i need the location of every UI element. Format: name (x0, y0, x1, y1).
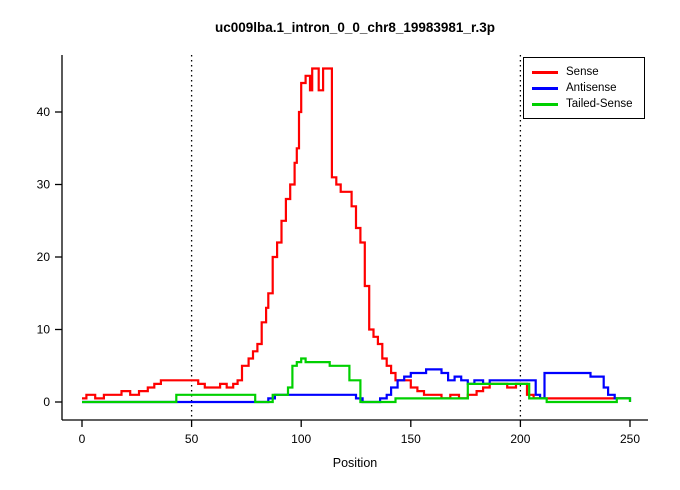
legend-swatch-sense (532, 70, 558, 74)
svg-text:50: 50 (185, 432, 199, 446)
legend-label-sense: Sense (566, 66, 599, 78)
svg-text:40: 40 (37, 105, 51, 119)
legend-label-tailed-sense: Tailed-Sense (566, 98, 633, 110)
svg-text:0: 0 (43, 395, 50, 409)
legend-swatch-tailed-sense (532, 102, 558, 106)
svg-text:150: 150 (401, 432, 421, 446)
legend: Sense Antisense Tailed-Sense (523, 57, 645, 119)
x-axis-label: Position (332, 456, 378, 470)
svg-text:20: 20 (37, 250, 51, 264)
legend-item-antisense: Antisense (532, 80, 636, 96)
svg-text:30: 30 (37, 178, 51, 192)
legend-swatch-antisense (532, 86, 558, 90)
legend-item-sense: Sense (532, 64, 636, 80)
svg-text:0: 0 (79, 432, 86, 446)
svg-text:10: 10 (37, 323, 51, 337)
svg-text:100: 100 (291, 432, 311, 446)
svg-text:200: 200 (510, 432, 530, 446)
chart-title: uc009lba.1_intron_0_0_chr8_19983981_r.3p (215, 20, 495, 35)
legend-item-tailed-sense: Tailed-Sense (532, 96, 636, 112)
svg-text:250: 250 (620, 432, 640, 446)
legend-label-antisense: Antisense (566, 82, 617, 94)
